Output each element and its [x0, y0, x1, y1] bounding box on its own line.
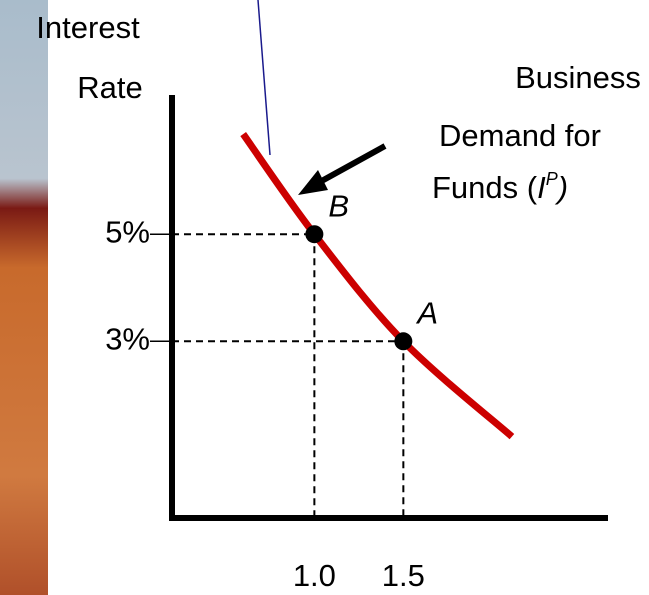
arrow-shaft: [316, 143, 387, 186]
curve-label: I: [537, 170, 546, 205]
curve-label: Funds (IP): [432, 169, 568, 205]
point-label: B: [328, 188, 349, 223]
point-label: A: [415, 295, 438, 330]
y-axis-label: Interest: [36, 10, 140, 45]
y-tick-label: 3%: [105, 321, 150, 356]
point: [305, 225, 324, 244]
pointer-line: [257, 0, 271, 156]
curve-label: Demand for: [439, 118, 601, 153]
point: [394, 332, 413, 351]
curve-label: ): [554, 170, 568, 205]
y-tick-label: 5%: [105, 214, 150, 249]
curve-label: Business: [515, 60, 641, 95]
decorative-strip: [0, 0, 48, 595]
y-axis-label: Rate: [77, 70, 142, 105]
axes: [169, 95, 608, 521]
curve-label: P: [546, 169, 558, 189]
x-tick-label: 1.5: [382, 558, 425, 593]
arrow-head: [298, 170, 328, 195]
curve-label: Funds (: [432, 170, 538, 205]
demand-curve: [240, 132, 515, 440]
x-tick-label: 1.0: [293, 558, 336, 593]
